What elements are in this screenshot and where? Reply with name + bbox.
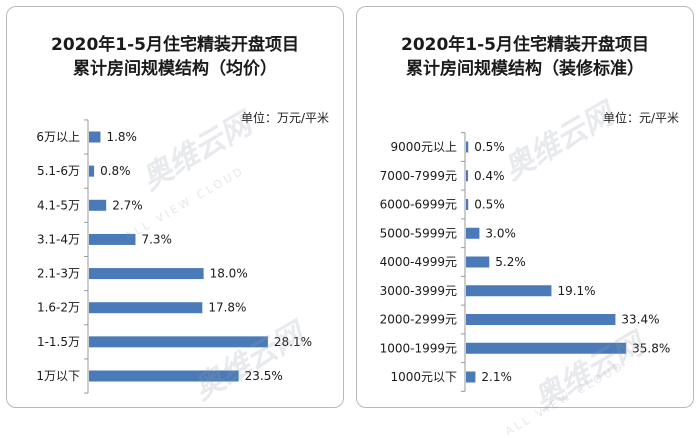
category-label: 1.6-2万	[37, 301, 80, 315]
bar	[466, 256, 490, 268]
category-label: 5.1-6万	[37, 164, 80, 178]
category-label: 1万以下	[36, 369, 80, 383]
unit-label: 单位：元/平米	[602, 111, 679, 125]
data-label: 3.0%	[485, 226, 515, 240]
data-label: 2.1%	[481, 370, 512, 384]
category-label: 3.1-4万	[37, 232, 80, 246]
data-label: 0.5%	[474, 140, 505, 154]
bar	[89, 199, 107, 211]
data-label: 23.5%	[245, 369, 283, 383]
data-label: 0.8%	[100, 164, 130, 178]
category-label: 6万以上	[36, 130, 80, 144]
category-label: 6000-6999元	[380, 198, 457, 212]
data-label: 28.1%	[274, 335, 312, 349]
category-label: 1000元以下	[390, 370, 457, 384]
category-label: 9000元以上	[390, 140, 457, 154]
unit-label: 单位：万元/平米	[240, 111, 329, 125]
bar	[89, 233, 136, 245]
category-label: 3000-3999元	[380, 284, 457, 298]
data-label: 35.8%	[632, 341, 670, 355]
data-label: 5.2%	[495, 255, 526, 269]
chart-title: 2020年1-5月住宅精装开盘项目 累计房间规模结构（均价）	[7, 33, 343, 81]
category-label: 5000-5999元	[380, 226, 457, 240]
chart-title-line1: 2020年1-5月住宅精装开盘项目	[400, 35, 650, 55]
bar	[89, 336, 268, 348]
bar	[466, 285, 552, 297]
bar	[89, 370, 239, 382]
data-label: 33.4%	[621, 313, 659, 327]
chart-panel-avg-price: 2020年1-5月住宅精装开盘项目 累计房间规模结构（均价） 单位：万元/平米 …	[6, 6, 344, 408]
bar	[466, 371, 476, 383]
chart-title-line2: 累计房间规模结构（装修标准）	[406, 59, 644, 79]
bar	[89, 302, 203, 314]
category-label: 1-1.5万	[37, 335, 80, 349]
data-label: 2.7%	[112, 198, 143, 212]
data-label: 0.4%	[474, 169, 505, 183]
bar-chart-decoration-standard: 9000元以上 0.5% 7000-7999元 0.4% 6000-6999元 0.5% 5…	[380, 132, 670, 392]
chart-panel-decoration-standard: 2020年1-5月住宅精装开盘项目 累计房间规模结构（装修标准） 单位：元/平米…	[356, 6, 694, 438]
bar	[466, 227, 480, 239]
bar	[466, 199, 469, 210]
chart-title-line2: 累计房间规模结构（均价）	[73, 59, 277, 79]
bar	[89, 268, 204, 280]
data-label: 17.8%	[208, 301, 246, 315]
category-label: 7000-7999元	[380, 169, 457, 183]
bar	[466, 314, 616, 325]
data-label: 7.3%	[141, 232, 172, 246]
data-label: 0.5%	[474, 198, 505, 212]
category-label: 2000-2999元	[380, 313, 457, 327]
category-label: 2.1-3万	[37, 267, 80, 281]
bar	[466, 170, 468, 182]
bar	[89, 165, 95, 177]
data-label: 19.1%	[557, 284, 595, 298]
bar	[466, 141, 469, 153]
category-label: 4.1-5万	[37, 198, 80, 212]
bar	[466, 342, 627, 354]
category-label: 4000-4999元	[380, 255, 457, 269]
chart-title-line1: 2020年1-5月住宅精装开盘项目	[50, 35, 300, 55]
category-label: 1000-1999元	[380, 341, 457, 355]
chart-title: 2020年1-5月住宅精装开盘项目 累计房间规模结构（装修标准）	[357, 33, 693, 81]
data-label: 1.8%	[106, 130, 136, 144]
bar	[89, 131, 101, 143]
data-label: 18.0%	[210, 267, 248, 281]
bar-chart-avg-price: 6万以上 1.8% 5.1-6万 0.8% 4.1-5万 2.7% 3.1-4万 7.3% 2.…	[36, 119, 312, 394]
